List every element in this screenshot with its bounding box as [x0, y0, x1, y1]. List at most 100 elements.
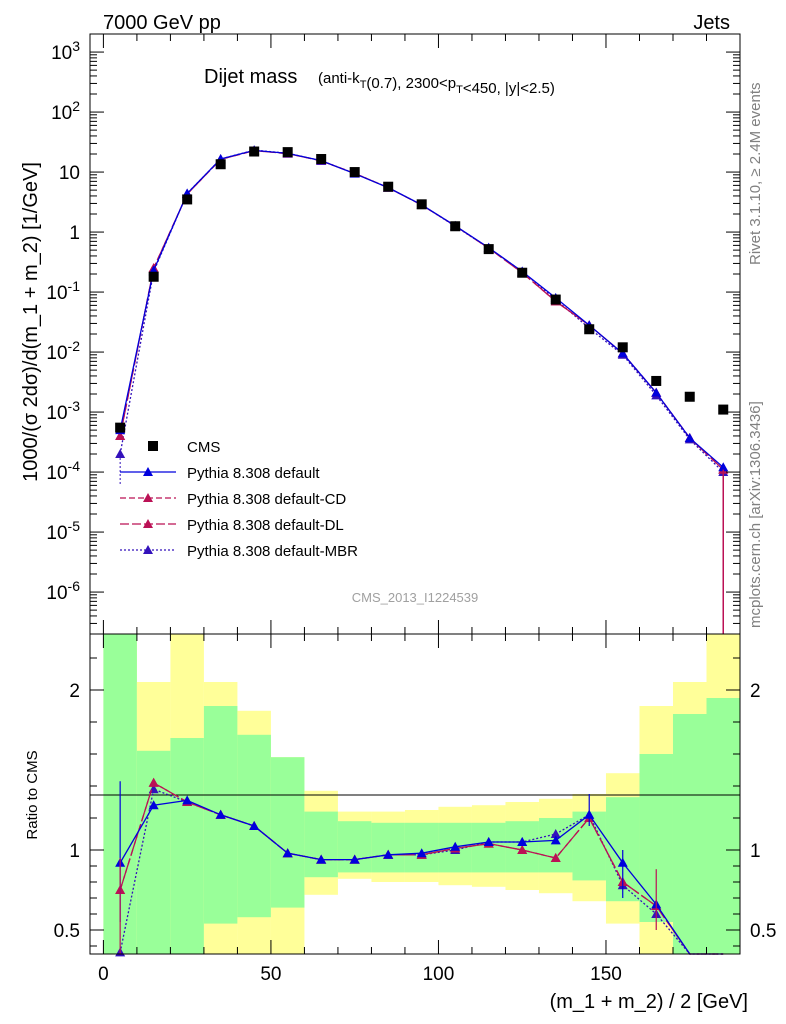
y-tick-label: 102	[51, 98, 80, 124]
x-tick-label: 100	[423, 964, 455, 985]
band-green	[304, 811, 338, 878]
main-y-ticks: 10-6 10-5 10-4 10-3 10-2 10-1 1 10 102 103	[46, 33, 740, 635]
ratio-panel: 0.5 0.5 1 1 2 2 0 50 100 150 Ratio to CMS (m_1 +…	[24, 34, 776, 1013]
cms-data-point	[450, 221, 461, 232]
main-curves	[115, 145, 729, 634]
band-green	[170, 738, 204, 954]
ratio-series-point	[416, 848, 427, 858]
band-green	[337, 821, 372, 873]
ratio-curves	[115, 777, 724, 957]
main-panel: 10-6 10-5 10-4 10-3 10-2 10-1 1 10 102 103 Dijet …	[20, 33, 741, 635]
main-series-point	[115, 430, 126, 440]
main-y-axis-label: 1000/(σ 2dσ)/d(m_1 + m_2) [1/GeV]	[20, 162, 42, 482]
y-tick-label: 10-6	[46, 578, 80, 604]
cms-data-point	[550, 294, 561, 305]
ratio-series-point	[215, 809, 226, 819]
ratio-series-point	[450, 841, 461, 851]
cms-data-point	[617, 342, 628, 353]
cms-data-point	[483, 244, 494, 255]
cms-data-point	[182, 194, 193, 205]
cms-data-point	[584, 324, 595, 335]
y-tick-label: 10-2	[46, 338, 80, 364]
ratio-y-axis-label: Ratio to CMS	[24, 750, 41, 839]
mcplots-label: mcplots.cern.ch [arXiv:1306.3436]	[747, 401, 764, 628]
legend-marker	[143, 519, 153, 528]
ratio-series-point	[517, 837, 528, 846]
main-series-point	[718, 462, 729, 472]
y-tick-label: 10-1	[46, 278, 80, 304]
ratio-y-ticks: 0.5 0.5 1 1 2 2	[54, 657, 776, 947]
cms-data-point	[349, 167, 360, 178]
band-green	[672, 714, 707, 954]
legend: CMS Pythia 8.308 default Pythia 8.308 defa…	[120, 439, 358, 560]
cms-data-point	[517, 267, 528, 278]
ratio-series-point	[517, 845, 528, 854]
ratio-y-tick-label-right: 1	[750, 841, 761, 862]
plot-title: Dijet mass	[204, 66, 297, 88]
cms-data-point	[148, 271, 159, 282]
rivet-label: Rivet 3.1.10, ≥ 2.4M events	[747, 83, 764, 266]
ratio-series-point	[148, 777, 159, 787]
cms-data-point	[249, 146, 260, 157]
header-right: Jets	[693, 12, 730, 34]
ratio-series-point	[249, 821, 260, 830]
main-series-point	[617, 348, 628, 358]
band-green	[706, 698, 740, 954]
x-tick-label: 0	[98, 964, 109, 985]
ratio-series-point	[550, 835, 561, 845]
cms-data-point	[651, 375, 662, 386]
header-left: 7000 GeV pp	[103, 12, 221, 34]
x-tick-label: 50	[260, 964, 281, 985]
cms-data-point	[282, 147, 293, 158]
ratio-bands	[103, 634, 740, 954]
ratio-series-point	[550, 853, 561, 862]
y-tick-label: 103	[51, 38, 80, 64]
ratio-series-point	[282, 848, 293, 858]
main-series-line	[119, 149, 724, 468]
band-green	[538, 818, 573, 873]
x-axis-label: (m_1 + m_2) / 2 [GeV]	[550, 991, 748, 1013]
legend-label: Pythia 8.308 default-CD	[187, 491, 346, 508]
band-green	[270, 757, 305, 908]
main-series-line	[119, 149, 724, 471]
ratio-y-tick-label: 2	[69, 681, 80, 702]
legend-label: Pythia 8.308 default	[187, 465, 320, 482]
ratio-y-tick-label-right: 2	[750, 681, 761, 702]
ratio-series-point	[550, 829, 561, 838]
ratio-series-point	[148, 800, 159, 810]
cms-data-point	[416, 199, 427, 210]
cms-data-point	[316, 154, 327, 165]
x-tick-label: 150	[590, 964, 622, 985]
legend-label: Pythia 8.308 default-DL	[187, 517, 344, 534]
legend-label: Pythia 8.308 default-MBR	[187, 543, 358, 560]
cms-data-point	[115, 422, 126, 433]
cms-data-point	[718, 404, 729, 415]
ratio-series-point	[383, 849, 394, 859]
y-tick-label: 1	[69, 223, 80, 244]
legend-marker	[143, 493, 153, 502]
legend-marker	[143, 545, 153, 554]
main-series-point	[651, 387, 662, 397]
ratio-y-tick-label-right: 0.5	[750, 921, 776, 942]
analysis-id: CMS_2013_I1224539	[352, 590, 479, 605]
plot-subtitle: (anti-kT(0.7), 2300<pT<450, |y|<2.5)	[318, 70, 555, 97]
main-series-point	[684, 432, 695, 442]
legend-marker	[148, 441, 158, 451]
ratio-series-point	[316, 854, 327, 864]
y-tick-label: 10-4	[46, 458, 80, 484]
ratio-y-tick-label: 0.5	[54, 921, 80, 942]
legend-label: CMS	[187, 439, 220, 456]
legend-marker	[143, 467, 153, 476]
ratio-series-point	[349, 854, 360, 864]
cms-data-point	[215, 159, 226, 170]
band-green	[404, 822, 439, 873]
cms-data-point	[383, 181, 394, 192]
band-green	[371, 822, 405, 873]
ratio-y-tick-label: 1	[69, 841, 80, 862]
main-series-point	[115, 449, 126, 458]
ratio-series-point	[483, 837, 494, 846]
y-tick-label: 10-3	[46, 398, 80, 424]
y-tick-label: 10	[59, 163, 80, 184]
cms-data-point	[684, 391, 695, 402]
